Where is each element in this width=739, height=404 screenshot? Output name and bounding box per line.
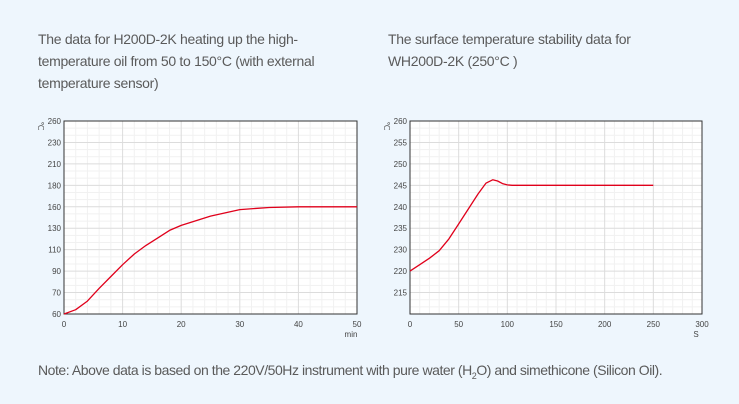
series-line (409, 179, 654, 272)
x-axis-label: S (693, 330, 698, 339)
y-axis-label: ℃ (382, 122, 391, 131)
y-tick-label: 255 (394, 138, 408, 147)
note-subscript: 2 (471, 370, 477, 381)
plot-border (409, 120, 703, 315)
y-tick-label: 90 (52, 267, 61, 276)
y-tick-label: 180 (48, 181, 62, 190)
y-tick-label: 230 (48, 138, 62, 147)
x-tick-label: 50 (353, 320, 362, 329)
x-tick-label: 0 (62, 320, 67, 329)
y-tick-label: 160 (48, 203, 62, 212)
y-tick-label: 210 (48, 160, 62, 169)
y-tick-label: 240 (394, 203, 408, 212)
x-tick-label: 150 (549, 320, 563, 329)
footnote: Note: Above data is based on the 220V/50… (38, 362, 663, 381)
y-tick-label: 130 (48, 224, 62, 233)
note-prefix: Note: Above data is based on the 220V/50… (38, 362, 472, 378)
x-axis-label: min (345, 330, 358, 339)
y-tick-label: 250 (394, 160, 408, 169)
y-tick-label: 260 (394, 117, 408, 126)
y-tick-label: 260 (48, 117, 62, 126)
plot-area (64, 121, 357, 314)
y-tick-label: 230 (394, 246, 408, 255)
left-chart-title: The data for H200D-2K heating up the hig… (38, 31, 315, 91)
y-tick-label: 220 (394, 267, 408, 276)
y-tick-label: 235 (394, 224, 408, 233)
y-tick-label: 245 (394, 181, 408, 190)
series-line (63, 206, 357, 315)
note-suffix: O) and simethicone (Silicon Oil). (476, 362, 663, 378)
y-tick-label: 60 (52, 310, 61, 319)
x-tick-label: 20 (177, 320, 186, 329)
x-tick-label: 50 (454, 320, 463, 329)
x-tick-label: 10 (118, 320, 127, 329)
y-tick-label: 215 (394, 289, 408, 298)
x-tick-label: 0 (408, 320, 413, 329)
y-tick-label: 110 (48, 246, 61, 255)
plot-border (63, 120, 358, 315)
x-tick-label: 100 (501, 320, 515, 329)
x-tick-label: 250 (647, 320, 661, 329)
x-tick-label: 300 (695, 320, 709, 329)
y-axis-label: ℃ (36, 122, 45, 131)
x-tick-label: 30 (235, 320, 244, 329)
x-tick-label: 40 (294, 320, 303, 329)
x-tick-label: 200 (598, 320, 612, 329)
y-tick-label: 70 (52, 289, 61, 298)
right-chart-title: The surface temperature stability data f… (388, 31, 631, 69)
